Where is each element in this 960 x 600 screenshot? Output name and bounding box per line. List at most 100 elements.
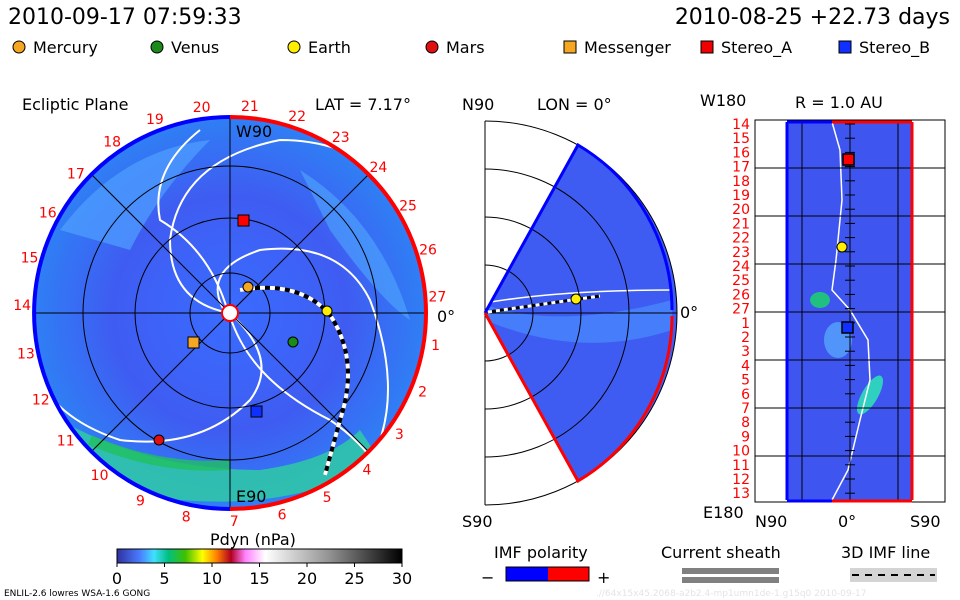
current-sheath-title: Current sheath (661, 543, 781, 562)
legend: Mercury Venus Earth Mars Messenger Stereo_A St… (12, 38, 930, 58)
day-label: 17 (67, 166, 85, 182)
day-label: 7 (230, 514, 239, 530)
day-label: 5 (741, 373, 750, 389)
n90-label: N90 (462, 95, 494, 114)
current-sheath-lines (39, 129, 421, 471)
earth-marker (570, 293, 582, 305)
imf-line-dashes (239, 285, 350, 476)
radial-title: R = 1.0 AU (795, 93, 883, 112)
day-label: 25 (732, 273, 750, 289)
day-label: 19 (732, 188, 750, 204)
s90-label: S90 (910, 512, 941, 531)
legend-item-mercury: Mercury (12, 38, 98, 57)
day-label: 2 (418, 384, 427, 400)
legend-item-stereo-a: Stereo_A (700, 38, 792, 58)
reference-time: 2010-08-25 +22.73 days (675, 5, 950, 30)
legend-item-venus: Venus (150, 38, 219, 57)
plus-sign: + (597, 568, 610, 587)
day-label: 14 (13, 298, 31, 314)
day-label: 13 (17, 346, 35, 362)
ecliptic-title: Ecliptic Plane (22, 95, 128, 114)
zero-deg-label: 0° (437, 307, 455, 326)
day-label: 26 (732, 287, 750, 303)
radial-grid (34, 117, 426, 509)
square-marker-icon (700, 40, 714, 54)
circle-marker-icon (12, 40, 26, 54)
sun-icon (221, 304, 239, 322)
minus-sign: − (481, 568, 494, 587)
positive-polarity-rim (229, 115, 429, 511)
day-label: 6 (741, 387, 750, 403)
day-label: 22 (288, 109, 306, 125)
e90-label: E90 (236, 487, 266, 506)
colorbar-tick-label: 15 (249, 569, 269, 588)
day-label: 24 (369, 160, 387, 176)
day-label: 16 (39, 206, 57, 222)
earth-marker (321, 305, 333, 317)
day-label: 8 (182, 509, 191, 525)
imf-line-title: 3D IMF line (841, 543, 930, 562)
day-label: 15 (732, 131, 750, 147)
earth-marker (836, 241, 848, 253)
day-label: 23 (732, 245, 750, 261)
day-label: 22 (732, 231, 750, 247)
day-label: 11 (732, 458, 750, 474)
zero-deg-label: 0° (680, 303, 698, 322)
day-label: 2 (741, 330, 750, 346)
day-label: 1 (431, 338, 440, 354)
mercury-marker (242, 281, 254, 293)
day-label: 4 (362, 463, 371, 479)
run-id: .//64x15x45.2068-a2b2.4-mp1umn1de-1.g15q… (596, 589, 866, 599)
latitude-label: LAT = 7.17° (315, 95, 411, 114)
day-label: 15 (21, 250, 39, 266)
day-label: 11 (57, 434, 75, 450)
day-label: 20 (193, 100, 211, 116)
colorbar-tick-label: 0 (112, 569, 122, 588)
day-label: 24 (732, 259, 750, 275)
imf-line-dashes (487, 294, 601, 314)
day-label: 23 (332, 130, 350, 146)
legend-label: Mercury (33, 38, 98, 57)
colorbar-scale (116, 548, 403, 564)
day-label: 21 (241, 99, 259, 115)
day-label: 3 (395, 427, 404, 443)
colorbar-title: Pdyn (nPa) (210, 530, 296, 549)
negative-polarity-rim (32, 115, 231, 511)
legend-label: Venus (171, 38, 219, 57)
current-sheath-legend: Current sheath (661, 543, 781, 583)
legend-label: Stereo_A (721, 38, 792, 58)
current-sheath-line (485, 289, 673, 304)
colorbar-tick-label: 5 (159, 569, 169, 588)
w90-label: W90 (236, 122, 272, 141)
stereo-a-marker (237, 214, 250, 227)
day-label: 12 (732, 472, 750, 488)
model-info: ENLIL-2.6 lowres WSA-1.6 GONG (4, 589, 150, 599)
stream-region (60, 140, 210, 250)
colorbar: Pdyn (nPa) 0 5 10 15 20 25 30 (112, 530, 412, 588)
day-label: 25 (399, 198, 417, 214)
day-label: 14 (732, 117, 750, 133)
day-label: 10 (91, 468, 109, 484)
longitude-label: LON = 0° (537, 95, 612, 114)
day-label: 17 (732, 160, 750, 176)
stereo-a-marker (842, 153, 855, 166)
day-label: 27 (428, 290, 446, 306)
day-label: 9 (741, 429, 750, 445)
high-pressure-core (88, 435, 231, 471)
stereo-b-marker (250, 405, 263, 418)
legend-item-earth: Earth (287, 38, 351, 57)
mars-marker (153, 434, 165, 446)
day-label: 18 (732, 174, 750, 190)
imf-polarity-title: IMF polarity (494, 543, 588, 562)
circle-marker-icon (287, 40, 301, 54)
negative-polarity-rim (483, 142, 674, 314)
day-label: 1 (741, 316, 750, 332)
day-label: 13 (732, 486, 750, 502)
day-label: 10 (732, 444, 750, 460)
positive-swatch (548, 567, 589, 581)
day-label: 6 (278, 507, 287, 523)
imf-polarity-legend: IMF polarity − + (481, 543, 610, 587)
legend-label: Mars (446, 38, 485, 57)
